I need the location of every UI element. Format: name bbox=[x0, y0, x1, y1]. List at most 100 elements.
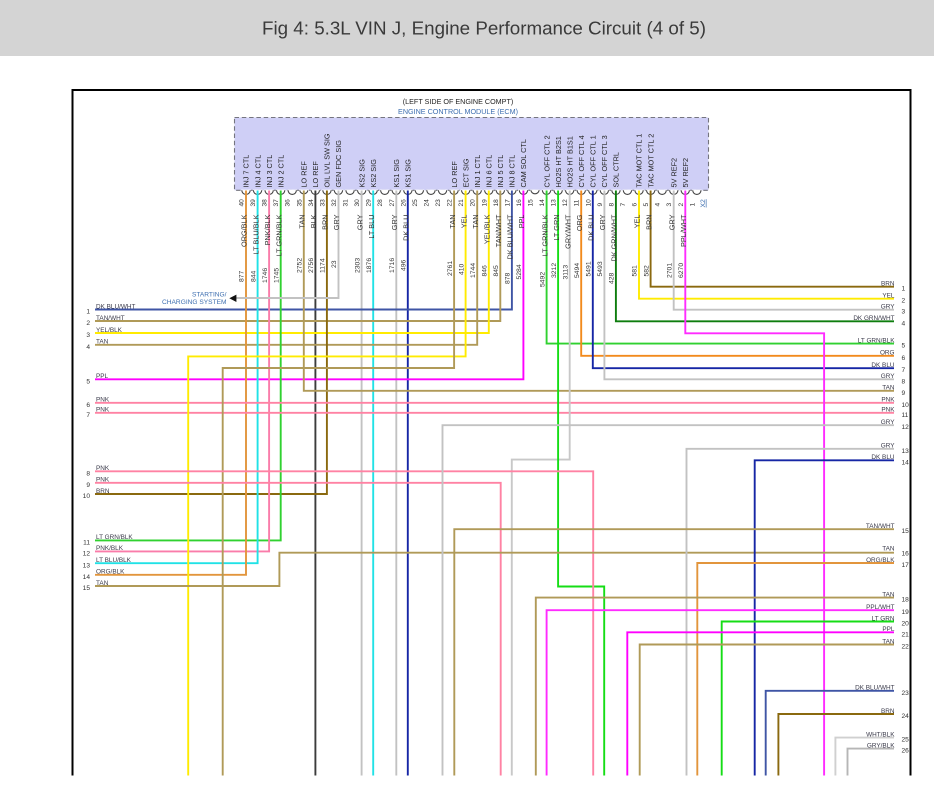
svg-text:846: 846 bbox=[482, 265, 489, 277]
svg-text:25: 25 bbox=[902, 737, 910, 744]
svg-text:X2: X2 bbox=[700, 199, 707, 208]
svg-text:TAN: TAN bbox=[882, 638, 895, 645]
svg-text:3: 3 bbox=[666, 203, 673, 207]
svg-text:LT GRN: LT GRN bbox=[552, 215, 561, 241]
svg-text:12: 12 bbox=[562, 199, 569, 207]
svg-text:21: 21 bbox=[902, 631, 910, 638]
svg-text:CYL OFF CTL 2: CYL OFF CTL 2 bbox=[542, 135, 551, 187]
svg-text:GRY: GRY bbox=[881, 304, 895, 311]
svg-text:ORG/BLK: ORG/BLK bbox=[96, 569, 125, 576]
svg-text:INJ 8 CTL: INJ 8 CTL bbox=[508, 155, 517, 188]
svg-text:INJ 1 CTL: INJ 1 CTL bbox=[473, 155, 482, 188]
svg-text:5491: 5491 bbox=[586, 261, 593, 276]
svg-text:5V REF2: 5V REF2 bbox=[669, 158, 678, 188]
svg-text:LT GRN/BLK: LT GRN/BLK bbox=[96, 534, 133, 541]
svg-text:14: 14 bbox=[902, 459, 910, 466]
svg-text:INJ 7 CTL: INJ 7 CTL bbox=[242, 155, 251, 188]
svg-text:BRN: BRN bbox=[644, 215, 653, 230]
svg-text:LT GRN/BLK: LT GRN/BLK bbox=[274, 214, 283, 256]
svg-text:29: 29 bbox=[366, 199, 373, 207]
svg-text:24: 24 bbox=[424, 199, 431, 207]
svg-text:ORG: ORG bbox=[880, 350, 895, 357]
svg-text:PNK: PNK bbox=[96, 477, 110, 484]
svg-text:15: 15 bbox=[83, 585, 91, 592]
svg-text:8: 8 bbox=[608, 203, 615, 207]
svg-text:ORG/BLK: ORG/BLK bbox=[240, 214, 249, 247]
svg-text:10: 10 bbox=[83, 493, 91, 500]
svg-text:CYL OFF CTL 1: CYL OFF CTL 1 bbox=[589, 135, 598, 187]
svg-text:GRY: GRY bbox=[390, 214, 399, 230]
svg-text:6: 6 bbox=[86, 402, 90, 409]
svg-text:1716: 1716 bbox=[389, 258, 396, 273]
svg-text:4: 4 bbox=[86, 344, 90, 351]
svg-text:CYL OFF CTL 3: CYL OFF CTL 3 bbox=[600, 135, 609, 187]
svg-text:YEL: YEL bbox=[459, 215, 468, 229]
svg-text:PNK: PNK bbox=[96, 407, 110, 414]
svg-text:7: 7 bbox=[86, 412, 90, 419]
svg-text:11: 11 bbox=[574, 199, 581, 206]
svg-text:DK BLU/WHT: DK BLU/WHT bbox=[855, 685, 895, 692]
svg-text:LT BLU/BLK: LT BLU/BLK bbox=[96, 557, 132, 564]
svg-text:28: 28 bbox=[377, 199, 384, 207]
svg-text:GRY: GRY bbox=[881, 419, 895, 426]
svg-text:LT GRN: LT GRN bbox=[872, 615, 895, 622]
svg-text:31: 31 bbox=[343, 199, 350, 207]
svg-text:LO REF: LO REF bbox=[450, 161, 459, 188]
svg-text:LO REF: LO REF bbox=[311, 161, 320, 188]
svg-text:35: 35 bbox=[296, 199, 303, 207]
svg-text:INJ 3 CTL: INJ 3 CTL bbox=[265, 155, 274, 188]
svg-text:3212: 3212 bbox=[551, 263, 558, 278]
svg-text:INJ 5 CTL: INJ 5 CTL bbox=[496, 155, 505, 188]
svg-text:13: 13 bbox=[83, 562, 91, 569]
svg-text:5494: 5494 bbox=[574, 263, 581, 278]
svg-text:SOL CTRL: SOL CTRL bbox=[612, 152, 621, 187]
svg-text:5: 5 bbox=[902, 343, 906, 350]
svg-text:5492: 5492 bbox=[539, 272, 546, 287]
svg-text:428: 428 bbox=[609, 272, 616, 284]
svg-text:23: 23 bbox=[902, 690, 910, 697]
svg-text:GRY: GRY bbox=[667, 214, 676, 230]
svg-text:TAN: TAN bbox=[882, 545, 895, 552]
svg-text:11: 11 bbox=[83, 540, 90, 547]
svg-text:BRN: BRN bbox=[321, 215, 330, 230]
svg-text:DK BLU: DK BLU bbox=[402, 215, 411, 241]
svg-text:TAC MOT CTL 1: TAC MOT CTL 1 bbox=[635, 134, 644, 188]
svg-text:PNK: PNK bbox=[96, 397, 110, 404]
svg-text:BLK: BLK bbox=[309, 214, 318, 228]
svg-text:DK BLU: DK BLU bbox=[871, 454, 894, 461]
svg-text:GRY/BLK: GRY/BLK bbox=[867, 742, 895, 749]
svg-text:39: 39 bbox=[250, 199, 257, 207]
svg-text:410: 410 bbox=[458, 263, 465, 275]
svg-text:(LEFT SIDE OF ENGINE COMPT): (LEFT SIDE OF ENGINE COMPT) bbox=[403, 97, 513, 106]
svg-text:26: 26 bbox=[902, 748, 910, 755]
svg-text:DK GRN/WHT: DK GRN/WHT bbox=[853, 315, 894, 322]
svg-text:GRY/WHT: GRY/WHT bbox=[563, 214, 572, 249]
svg-text:DK GRN/WHT: DK GRN/WHT bbox=[610, 214, 619, 262]
svg-text:2761: 2761 bbox=[447, 261, 454, 276]
svg-text:LT BLU/BLK: LT BLU/BLK bbox=[251, 214, 260, 254]
svg-text:TAN/WHT: TAN/WHT bbox=[494, 214, 503, 247]
svg-text:2303: 2303 bbox=[354, 258, 361, 273]
svg-text:9: 9 bbox=[597, 203, 604, 207]
svg-text:22: 22 bbox=[447, 199, 454, 207]
svg-text:23: 23 bbox=[435, 199, 442, 207]
svg-text:PPL/WHT: PPL/WHT bbox=[679, 214, 688, 247]
svg-text:5: 5 bbox=[643, 203, 650, 207]
svg-text:2: 2 bbox=[902, 298, 906, 305]
svg-text:877: 877 bbox=[239, 270, 246, 282]
svg-text:GRY: GRY bbox=[881, 373, 895, 380]
svg-text:TAN: TAN bbox=[96, 580, 109, 587]
svg-text:14: 14 bbox=[83, 574, 91, 581]
svg-text:Fig 4: 5.3L VIN J, Engine Perf: Fig 4: 5.3L VIN J, Engine Performance Ci… bbox=[262, 17, 706, 38]
svg-text:BRN: BRN bbox=[881, 708, 895, 715]
svg-text:YEL: YEL bbox=[882, 293, 895, 300]
svg-text:PPL: PPL bbox=[882, 626, 895, 633]
svg-text:WHT/BLK: WHT/BLK bbox=[866, 731, 895, 738]
svg-text:ENGINE CONTROL MODULE (ECM): ENGINE CONTROL MODULE (ECM) bbox=[398, 107, 518, 116]
svg-text:13: 13 bbox=[902, 448, 910, 455]
svg-text:2752: 2752 bbox=[297, 258, 304, 273]
svg-text:9: 9 bbox=[86, 482, 90, 489]
svg-text:34: 34 bbox=[308, 199, 315, 207]
svg-text:TAN/WHT: TAN/WHT bbox=[96, 315, 125, 322]
svg-text:PPL/WHT: PPL/WHT bbox=[866, 604, 895, 611]
